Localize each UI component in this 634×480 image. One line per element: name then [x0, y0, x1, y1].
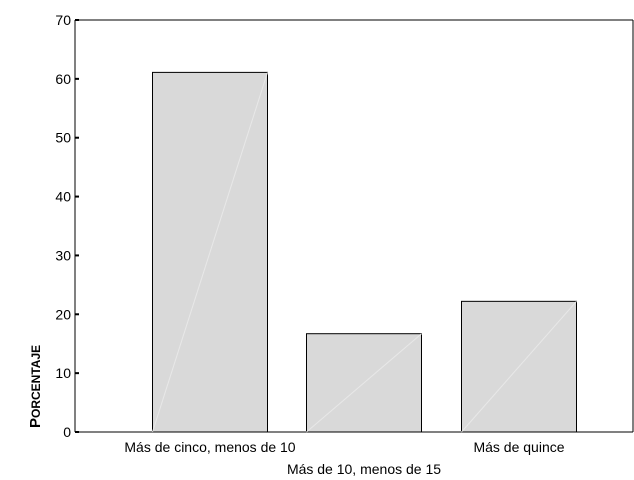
bar-shading-line [461, 301, 577, 433]
plot-frame [75, 19, 634, 432]
y-axis-label-rest: ORCENTAJE [29, 345, 43, 418]
y-tick-label: 20 [55, 306, 71, 322]
bars [152, 71, 577, 433]
y-tick-label: 50 [55, 130, 71, 146]
y-tick-label: 40 [55, 189, 71, 205]
y-tick-label: 60 [55, 71, 71, 87]
y-axis-label: PORCENTAJE [27, 345, 44, 428]
y-tick-label: 0 [63, 424, 71, 440]
category-labels: Más de cinco, menos de 10 Más de 10, meno… [124, 439, 564, 477]
y-tick-label: 30 [55, 247, 71, 263]
y-tick-label: 70 [55, 12, 71, 28]
x-category-label: Más de 10, menos de 15 [287, 461, 441, 477]
x-category-label: Más de quince [473, 439, 564, 455]
y-axis: 0 10 20 30 40 50 60 70 [55, 12, 79, 440]
y-axis-label-initial: P [27, 418, 44, 428]
bar-shading-line [306, 333, 422, 433]
y-tick-label: 10 [55, 365, 71, 381]
bar-shading-line [152, 72, 268, 433]
x-category-label: Más de cinco, menos de 10 [124, 439, 295, 455]
